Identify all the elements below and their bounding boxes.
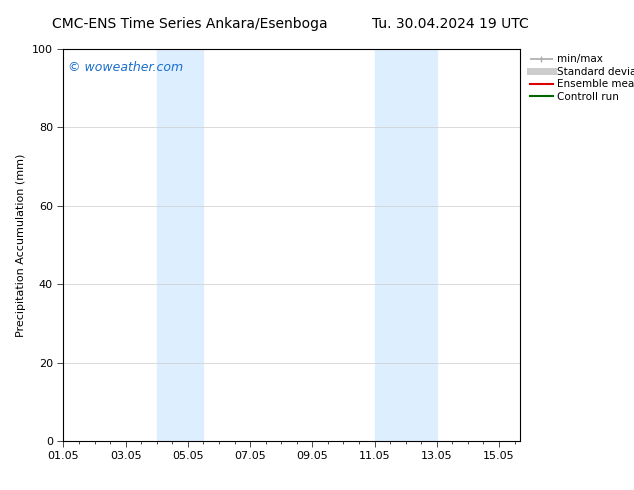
Bar <box>157 49 204 441</box>
Text: CMC-ENS Time Series Ankara/Esenboga: CMC-ENS Time Series Ankara/Esenboga <box>53 17 328 31</box>
Text: Tu. 30.04.2024 19 UTC: Tu. 30.04.2024 19 UTC <box>372 17 529 31</box>
Y-axis label: Precipitation Accumulation (mm): Precipitation Accumulation (mm) <box>16 153 27 337</box>
Text: © woweather.com: © woweather.com <box>68 61 183 74</box>
Bar <box>375 49 437 441</box>
Legend: min/max, Standard deviation, Ensemble mean run, Controll run: min/max, Standard deviation, Ensemble me… <box>529 54 634 102</box>
